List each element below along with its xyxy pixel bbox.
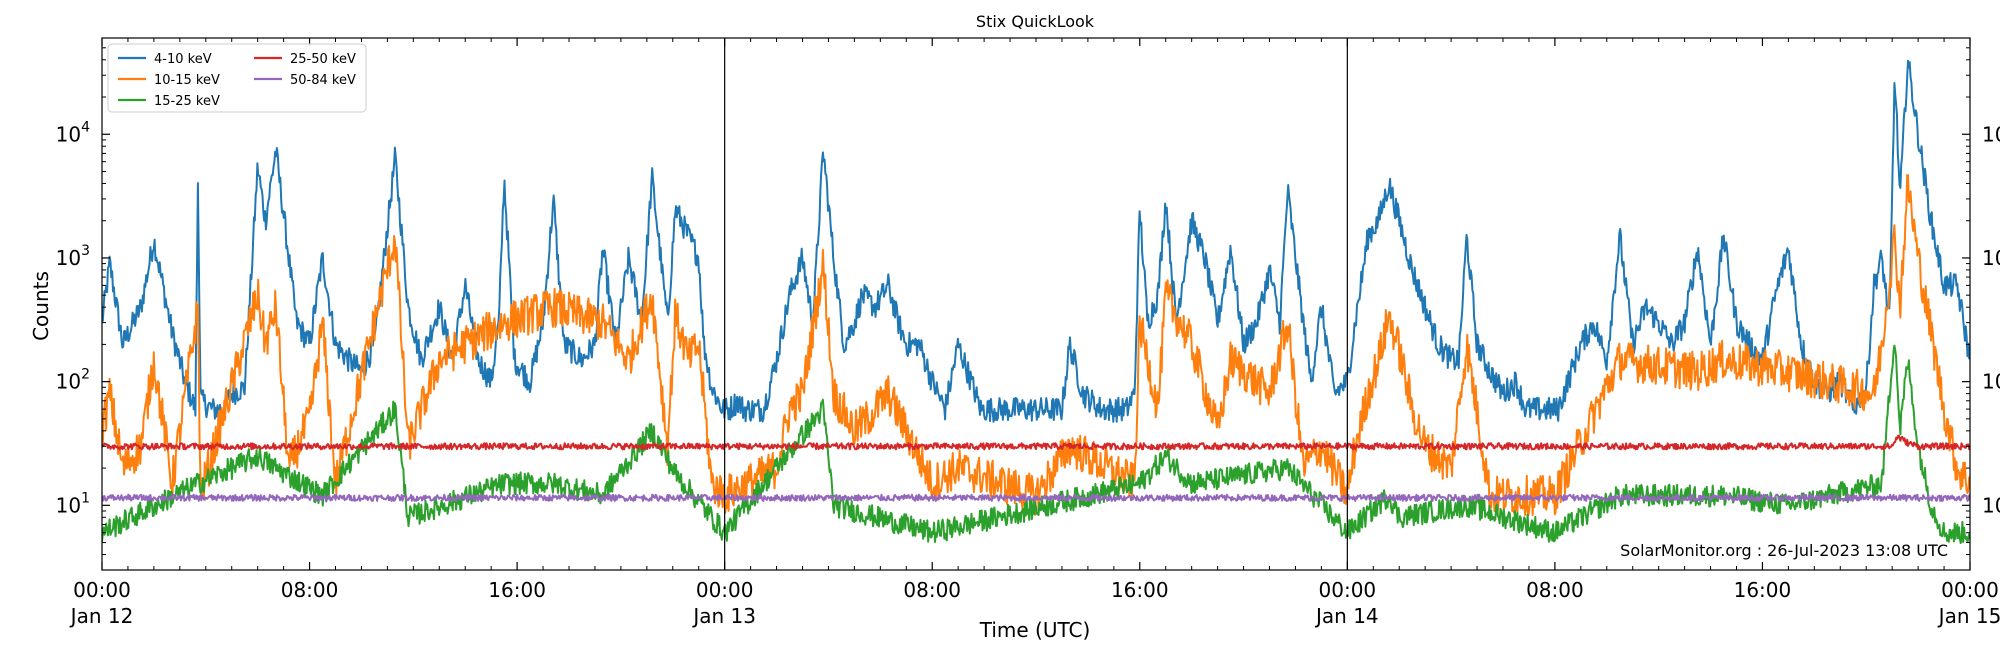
- series-line: [102, 173, 1970, 517]
- x-tick-label: 16:00: [1111, 578, 1169, 602]
- x-tick-date-label: Jan 13: [691, 604, 756, 628]
- x-tick-label: 00:00: [73, 578, 131, 602]
- legend-label: 10-15 keV: [154, 73, 220, 88]
- x-tick-date-label: Jan 12: [69, 604, 134, 628]
- series-line: [102, 493, 1970, 502]
- x-tick-date-label: Jan 14: [1314, 604, 1379, 628]
- day-boundary-lines: [724, 38, 1348, 570]
- legend-label: 25-50 keV: [290, 52, 356, 67]
- y-tick-label-right: 101: [1982, 490, 2000, 517]
- x-tick-label: 16:00: [1734, 578, 1792, 602]
- x-tick-date-label: Jan 15: [1937, 604, 2000, 628]
- x-axis-label: Time (UTC): [979, 618, 1091, 642]
- y-tick-label-right: 104: [1982, 119, 2000, 146]
- y-axis-label: Counts: [29, 271, 53, 341]
- legend-label: 4-10 keV: [154, 52, 212, 67]
- legend-box: [107, 43, 367, 113]
- x-tick-label: 08:00: [1526, 578, 1584, 602]
- series-layer: [102, 59, 1970, 545]
- legend: 4-10 keV 10-15 keV 15-25 keV 25-50 keV 50-84…: [107, 43, 367, 113]
- y-tick-label-left: 101: [56, 490, 90, 517]
- series-line: [102, 59, 1970, 423]
- series-line: [102, 344, 1970, 545]
- legend-label: 15-25 keV: [154, 94, 220, 109]
- chart-title: Stix QuickLook: [976, 12, 1095, 31]
- x-tick-label: 00:00: [1319, 578, 1377, 602]
- x-tick-label: 08:00: [903, 578, 961, 602]
- x-tick-label: 08:00: [281, 578, 339, 602]
- timestamp-annotation: SolarMonitor.org : 26-Jul-2023 13:08 UTC: [1620, 541, 1948, 560]
- series-line: [102, 434, 1970, 451]
- y-tick-label-right: 103: [1982, 243, 2000, 270]
- legend-label: 50-84 keV: [290, 73, 356, 88]
- x-tick-label: 00:00: [696, 578, 754, 602]
- y-tick-label-left: 104: [56, 119, 90, 146]
- x-tick-label: 16:00: [488, 578, 546, 602]
- y-tick-label-left: 102: [56, 367, 90, 394]
- y-tick-label-left: 103: [56, 243, 90, 270]
- y-tick-label-right: 102: [1982, 367, 2000, 394]
- x-tick-label: 00:00: [1941, 578, 1999, 602]
